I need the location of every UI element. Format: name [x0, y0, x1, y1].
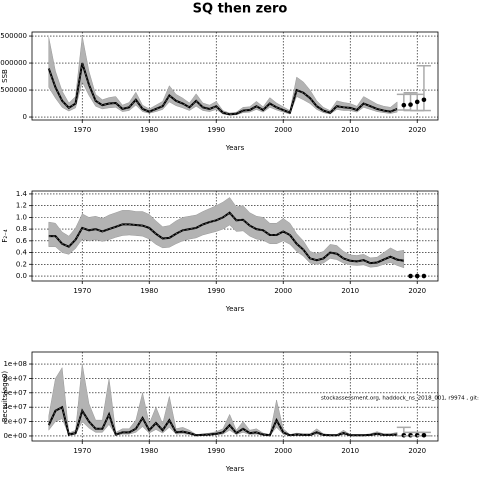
y-axis-label: Recruits(age0) [1, 371, 9, 423]
x-tick-label: 2010 [341, 287, 359, 295]
x-tick-label: 1980 [140, 287, 158, 295]
plot-frame [31, 190, 439, 282]
confidence-band [48, 197, 405, 269]
x-tick-label: 1980 [140, 447, 158, 455]
x-tick-label: 1980 [140, 126, 158, 134]
y-tick-label: 2e+07 [3, 418, 27, 426]
estimate-line-center [48, 406, 398, 436]
x-tick-label: 1990 [207, 447, 225, 455]
x-tick-label: 2000 [274, 126, 292, 134]
x-tick-label: 1970 [73, 287, 91, 295]
x-axis-label: Years [225, 465, 245, 473]
y-tick-label: 1000000 [0, 59, 27, 67]
figure-title: SQ then zero [193, 2, 288, 17]
y-tick-label: 0.6 [16, 237, 28, 245]
estimate-line-center [48, 62, 398, 115]
y-tick-label: 0 [23, 113, 27, 121]
forecast-point [414, 273, 420, 279]
forecast-point [414, 99, 420, 105]
x-tick-label: 2020 [408, 287, 426, 295]
forecast-point [421, 273, 427, 279]
x-tick-label: 2000 [274, 447, 292, 455]
forecast-point [401, 102, 407, 108]
estimate-line [48, 211, 405, 265]
forecast-point [421, 97, 427, 103]
y-tick-label: 6e+07 [3, 389, 27, 397]
x-axis-label: Years [225, 305, 245, 313]
y-tick-label: 0e+00 [3, 432, 27, 440]
plot-frame [31, 351, 439, 442]
y-tick-label: 1.0 [16, 213, 27, 221]
x-tick-label: 2020 [408, 126, 426, 134]
y-axis-label: F₂₋₄ [1, 229, 9, 243]
y-tick-label: 0.2 [16, 260, 27, 268]
x-tick-label: 1970 [73, 126, 91, 134]
forecast-point [421, 432, 427, 438]
confidence-band [48, 36, 398, 116]
y-tick-label: 1.2 [16, 202, 27, 210]
annotation: stockassessment.org, haddock_ns_2018_001… [321, 396, 480, 402]
y-tick-label: 1500000 [0, 32, 27, 40]
x-tick-label: 1990 [207, 126, 225, 134]
y-tick-label: 4e+07 [3, 403, 27, 411]
y-tick-label: 1.4 [16, 190, 28, 198]
y-tick-label: 500000 [0, 86, 27, 94]
forecast-point [408, 273, 413, 279]
y-tick-label: 0.4 [16, 249, 28, 257]
x-axis-label: Years [225, 144, 245, 152]
forecast-point [408, 102, 413, 107]
y-axis-label: SSB [1, 69, 9, 83]
y-tick-label: 0.0 [16, 272, 27, 280]
y-tick-label: 8e+07 [3, 374, 27, 382]
x-tick-label: 1970 [73, 447, 91, 455]
plot-frame [31, 31, 439, 121]
y-tick-label: 1e+08 [3, 360, 27, 368]
x-tick-label: 2000 [274, 287, 292, 295]
y-tick-label: 0.8 [16, 225, 27, 233]
x-tick-label: 2010 [341, 126, 359, 134]
x-tick-label: 1990 [207, 287, 225, 295]
x-tick-label: 2020 [408, 447, 426, 455]
x-tick-label: 2010 [341, 447, 359, 455]
